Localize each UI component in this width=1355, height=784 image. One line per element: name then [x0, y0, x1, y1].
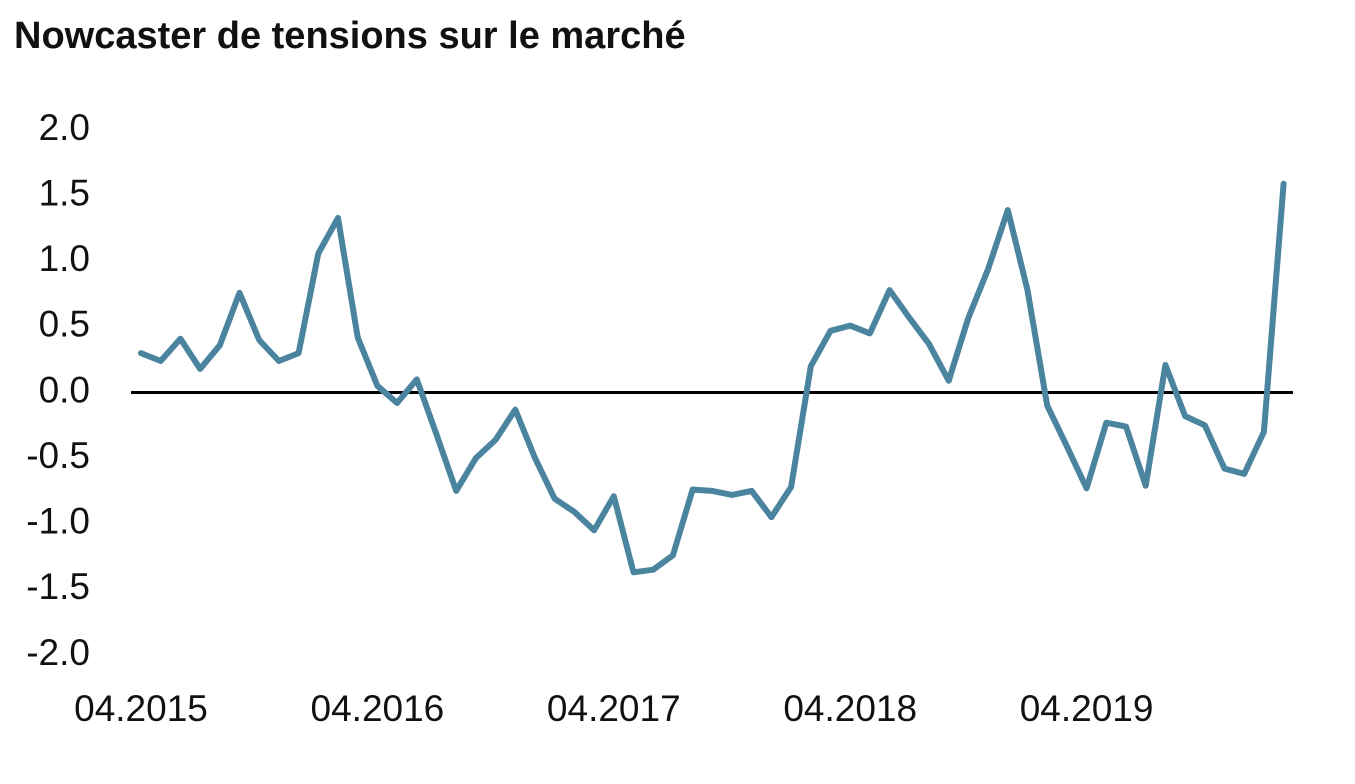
y-tick-label: 1.5 — [39, 172, 90, 213]
x-tick-label: 04.2019 — [1020, 688, 1154, 729]
data-line — [138, 180, 1287, 576]
x-tick-label: 04.2017 — [547, 688, 681, 729]
y-tick-label: -0.5 — [26, 435, 90, 476]
y-tick-label: 0.5 — [39, 304, 90, 345]
y-tick-label: 0.0 — [39, 369, 90, 410]
x-tick-label: 04.2016 — [311, 688, 445, 729]
y-tick-label: -2.0 — [26, 632, 90, 673]
y-tick-label: -1.5 — [26, 566, 90, 607]
x-tick-label: 04.2015 — [74, 688, 208, 729]
y-tick-label: 1.0 — [39, 238, 90, 279]
y-tick-label: -1.0 — [26, 501, 90, 542]
x-tick-label: 04.2018 — [783, 688, 917, 729]
y-tick-label: 2.0 — [39, 107, 90, 148]
chart-title: Nowcaster de tensions sur le marché — [14, 15, 686, 57]
